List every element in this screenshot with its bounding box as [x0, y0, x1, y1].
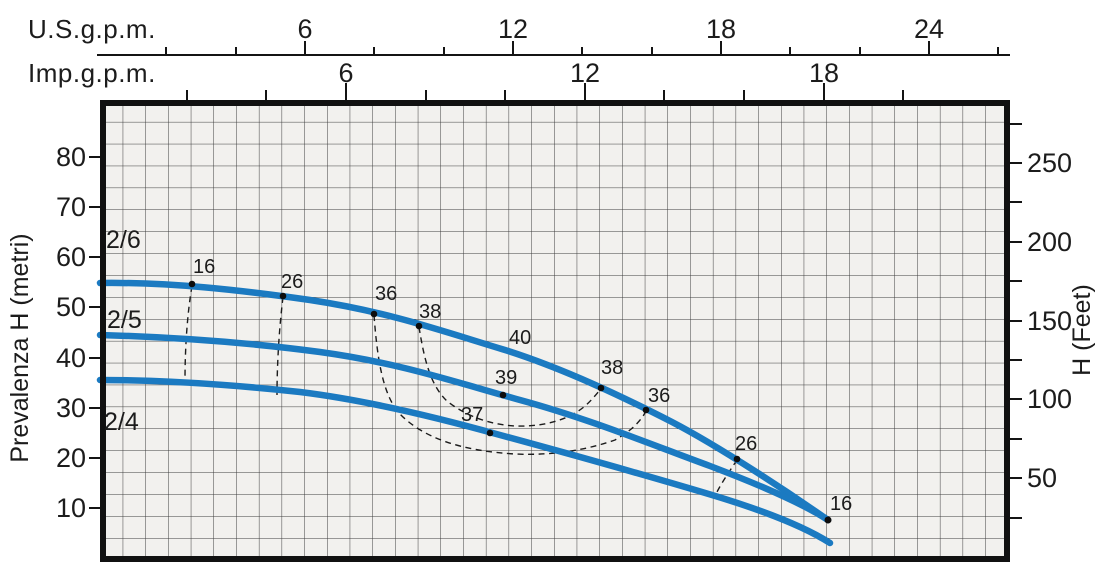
right-axis-tick	[1010, 517, 1022, 519]
left-axis-tick	[89, 206, 100, 208]
imp-gpm-tick-label: 18	[808, 58, 840, 88]
us-gpm-tick	[859, 47, 861, 55]
us-gpm-tick	[997, 47, 999, 55]
efficiency-label: 40	[509, 327, 532, 349]
right-axis-tick-label: 250	[1027, 148, 1073, 178]
contour-26-left	[276, 296, 284, 396]
imp-gpm-tick	[902, 90, 904, 100]
left-axis-tick-label: 10	[55, 493, 86, 523]
plot-frame	[100, 100, 1010, 562]
curve-2-6	[96, 279, 832, 524]
contour-26-right	[713, 459, 738, 499]
left-axis-title: Prevalenza H (metri)	[6, 233, 34, 463]
left-axis-tick-label: 70	[55, 192, 86, 222]
left-axis-tick	[89, 357, 100, 359]
left-axis-tick	[89, 407, 100, 409]
contour-38-loop	[418, 326, 602, 427]
us-gpm-tick	[581, 47, 583, 55]
us-gpm-tick	[928, 41, 930, 55]
left-axis-tick	[89, 457, 100, 459]
imp-gpm-tick-label: 12	[569, 58, 601, 88]
plot-grid	[101, 101, 1009, 561]
curve-2-5	[96, 331, 832, 524]
left-axis-tick	[89, 507, 100, 509]
left-axis-tick	[89, 156, 100, 158]
us-gpm-tick-label: 24	[913, 14, 945, 44]
us-gpm-tick	[789, 47, 791, 55]
efficiency-contours	[184, 285, 738, 499]
right-axis-tick-label: 150	[1027, 306, 1073, 336]
us-gpm-tick	[443, 47, 445, 55]
efficiency-label: 39	[495, 367, 518, 389]
efficiency-label: 36	[375, 283, 398, 305]
imp-gpm-tick	[265, 90, 267, 100]
left-axis-tick-label: 20	[55, 443, 86, 473]
imp-gpm-tick	[823, 83, 825, 100]
contour-16-left	[184, 285, 193, 381]
efficiency-label: 38	[601, 357, 624, 379]
efficiency-label: 36	[648, 385, 671, 407]
right-axis-tick-label: 50	[1027, 463, 1058, 493]
imp-gpm-tick	[504, 90, 506, 100]
right-axis-tick	[1010, 162, 1022, 164]
efficiency-label: 26	[281, 271, 304, 293]
efficiency-label: 38	[419, 301, 442, 323]
efficiency-label: 16	[193, 256, 216, 278]
right-axis-tick	[1010, 123, 1022, 125]
us-gpm-axis-title: U.S.g.p.m.	[28, 14, 156, 44]
right-axis-title: H (Feet)	[1068, 284, 1096, 376]
efficiency-point-dots	[188, 280, 832, 524]
right-axis-tick	[1010, 477, 1022, 479]
us-gpm-tick	[651, 47, 653, 55]
right-axis-tick	[1010, 438, 1022, 440]
left-axis-tick-label: 80	[55, 142, 86, 172]
curve-label-2-5: 2/5	[107, 306, 142, 334]
imp-gpm-tick	[425, 90, 427, 100]
us-gpm-axis-line	[97, 54, 1010, 56]
us-gpm-tick	[165, 47, 167, 55]
right-axis-tick	[1010, 398, 1022, 400]
imp-gpm-tick-label: 6	[338, 58, 354, 88]
us-gpm-tick-label: 18	[705, 14, 737, 44]
right-axis-tick-label: 100	[1027, 384, 1073, 414]
curve-label-2-6: 2/6	[106, 226, 141, 254]
left-axis-tick-label: 40	[55, 343, 86, 373]
imp-gpm-tick	[186, 90, 188, 100]
imp-gpm-axis-title: Imp.g.p.m.	[28, 58, 156, 88]
right-axis-tick	[1010, 241, 1022, 243]
left-axis-tick-label: 50	[55, 292, 86, 322]
left-axis-tick-label: 60	[55, 242, 86, 272]
us-gpm-tick	[373, 47, 375, 55]
imp-gpm-tick	[345, 83, 347, 100]
contour-36-loop	[373, 314, 647, 456]
us-gpm-tick	[304, 41, 306, 55]
left-axis-tick	[89, 306, 100, 308]
us-gpm-tick-label: 6	[297, 14, 313, 44]
us-gpm-tick	[512, 41, 514, 55]
left-axis-tick	[89, 256, 100, 258]
imp-gpm-tick	[743, 90, 745, 100]
efficiency-label: 26	[735, 433, 758, 455]
right-axis-tick-label: 200	[1027, 227, 1073, 257]
right-axis-tick	[1010, 280, 1022, 282]
efficiency-label: 16	[830, 493, 853, 515]
efficiency-label: 37	[461, 404, 484, 426]
us-gpm-tick	[720, 41, 722, 55]
imp-gpm-tick	[584, 83, 586, 100]
us-gpm-tick-label: 12	[497, 14, 529, 44]
right-axis-tick	[1010, 359, 1022, 361]
right-axis-tick	[1010, 201, 1022, 203]
right-axis-tick	[1010, 320, 1022, 322]
us-gpm-tick	[235, 47, 237, 55]
imp-gpm-tick	[663, 90, 665, 100]
left-axis-tick-label: 30	[55, 393, 86, 423]
curve-label-2-4: 2/4	[104, 408, 139, 436]
